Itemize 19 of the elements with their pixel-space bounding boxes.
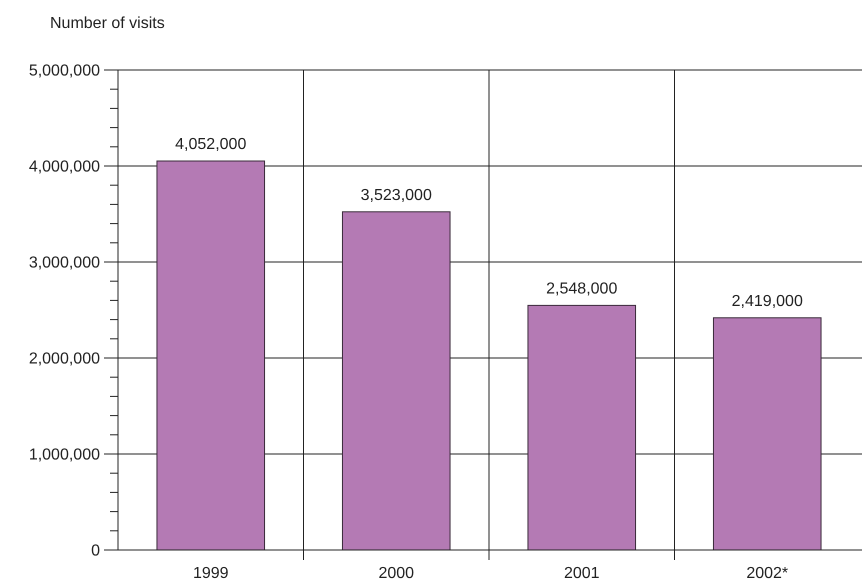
y-tick-label: 5,000,000 (28, 62, 100, 80)
x-tick-label: 1999 (192, 565, 229, 582)
data-label: 2,548,000 (546, 280, 618, 298)
x-tick-label: 2000 (378, 565, 414, 582)
bar (527, 304, 636, 550)
bar (712, 317, 822, 550)
bar (342, 211, 451, 550)
y-tick-label: 1,000,000 (28, 446, 100, 464)
x-tick-label: 2001 (564, 565, 600, 582)
y-axis-title: Number of visits (50, 15, 165, 32)
y-tick-label: 0 (91, 542, 100, 560)
data-label: 2,419,000 (732, 292, 803, 310)
y-tick-label: 2,000,000 (28, 350, 100, 368)
data-label: 3,523,000 (360, 186, 432, 204)
y-tick-label: 3,000,000 (28, 254, 100, 272)
y-tick-label: 4,000,000 (28, 158, 100, 176)
x-tick-label: 2002* (746, 565, 788, 582)
data-label: 4,052,000 (175, 136, 246, 154)
bar (156, 160, 266, 550)
